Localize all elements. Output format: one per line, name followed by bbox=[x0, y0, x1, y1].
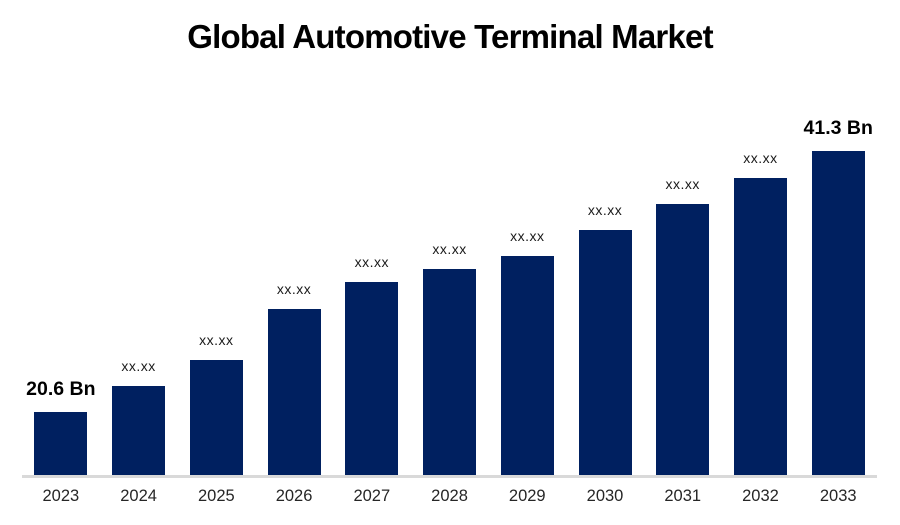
bar-column: xx.xx bbox=[177, 332, 255, 475]
bar-column: 20.6 Bn bbox=[22, 378, 100, 475]
bars-container: 20.6 Bn xx.xx xx.xx xx.xx xx.xx xx.xx xx.xx xx.… bbox=[22, 117, 877, 475]
bar-column: xx.xx bbox=[333, 254, 411, 475]
bar bbox=[656, 204, 710, 475]
bar-value-label: xx.xx bbox=[121, 358, 156, 374]
x-axis-tick-label: 2032 bbox=[742, 487, 779, 505]
bar-column: xx.xx bbox=[644, 176, 722, 475]
bar bbox=[578, 230, 632, 475]
bar-column: xx.xx bbox=[722, 150, 800, 475]
x-axis-tick-label: 2028 bbox=[431, 487, 468, 505]
bar bbox=[34, 412, 88, 475]
bar-column: xx.xx bbox=[411, 241, 489, 475]
x-axis-tick-label: 2029 bbox=[508, 487, 546, 505]
bar-column: xx.xx bbox=[100, 358, 178, 475]
x-axis-tick-label: 2033 bbox=[819, 487, 857, 505]
bar-value-label: 41.3 Bn bbox=[803, 117, 873, 139]
bar bbox=[811, 151, 865, 475]
x-axis-tick-label: 2025 bbox=[197, 487, 235, 505]
x-axis-line bbox=[22, 475, 877, 478]
bar bbox=[267, 309, 321, 475]
bar-value-label: xx.xx bbox=[354, 254, 389, 270]
bar-column: xx.xx bbox=[488, 228, 566, 475]
bar-column: 41.3 Bn bbox=[799, 117, 877, 475]
bar-value-label: xx.xx bbox=[743, 150, 778, 166]
bar-column: xx.xx bbox=[566, 202, 644, 475]
bar bbox=[345, 282, 399, 475]
bar bbox=[500, 256, 554, 475]
bar-value-label: xx.xx bbox=[665, 176, 700, 192]
bar-value-label: xx.xx bbox=[199, 332, 234, 348]
x-axis-tick-label: 2024 bbox=[120, 487, 157, 505]
bar-column: xx.xx bbox=[255, 281, 333, 475]
bar-value-label: 20.6 Bn bbox=[26, 378, 96, 400]
bar bbox=[423, 269, 477, 475]
x-axis-tick-label: 2023 bbox=[42, 487, 80, 505]
bar-value-label: xx.xx bbox=[432, 241, 467, 257]
x-axis-tick-label: 2030 bbox=[586, 487, 624, 505]
chart-title: Global Automotive Terminal Market bbox=[187, 18, 713, 55]
x-axis-tick-label: 2031 bbox=[664, 487, 702, 505]
x-axis-tick-label: 2027 bbox=[353, 487, 391, 505]
x-axis-tick-label: 2026 bbox=[275, 487, 313, 505]
x-axis-labels: 2023 2024 2025 2026 2027 2028 2029 2030 2031 2032… bbox=[22, 487, 877, 506]
bar bbox=[112, 386, 166, 475]
bar-value-label: xx.xx bbox=[587, 202, 623, 218]
bar-value-label: xx.xx bbox=[510, 228, 545, 244]
bar bbox=[189, 360, 243, 475]
bar bbox=[733, 178, 787, 475]
bar-value-label: xx.xx bbox=[276, 281, 312, 297]
